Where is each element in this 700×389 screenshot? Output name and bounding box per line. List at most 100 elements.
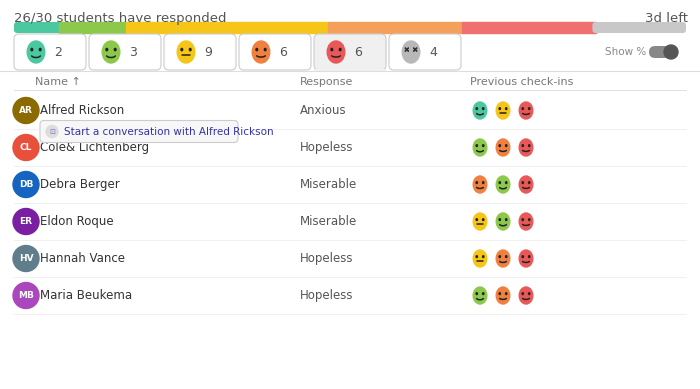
Ellipse shape [496,213,510,230]
Ellipse shape [482,256,484,258]
Text: 4: 4 [429,46,437,58]
Text: AR: AR [19,106,33,115]
Ellipse shape [402,41,420,63]
FancyBboxPatch shape [164,34,236,70]
Ellipse shape [528,108,530,110]
Ellipse shape [496,102,510,119]
Text: Eldon Roque: Eldon Roque [40,215,113,228]
Ellipse shape [499,256,500,258]
Ellipse shape [482,145,484,147]
Text: Hopeless: Hopeless [300,289,354,302]
Text: ⊡: ⊡ [49,128,55,135]
Ellipse shape [476,108,477,110]
Circle shape [13,282,39,308]
Ellipse shape [473,102,486,119]
Ellipse shape [496,139,510,156]
Ellipse shape [519,250,533,267]
Circle shape [664,45,678,59]
Text: 6: 6 [279,46,287,58]
Ellipse shape [482,293,484,294]
Ellipse shape [482,219,484,221]
Text: CL: CL [20,143,32,152]
Ellipse shape [505,293,507,294]
FancyBboxPatch shape [14,34,86,70]
Ellipse shape [102,41,120,63]
Ellipse shape [528,256,530,258]
Ellipse shape [482,182,484,184]
Text: 3: 3 [129,46,137,58]
Text: MB: MB [18,291,34,300]
Text: Hopeless: Hopeless [300,252,354,265]
Text: Name ↑: Name ↑ [35,77,81,87]
Ellipse shape [522,108,524,110]
Ellipse shape [499,293,500,294]
Ellipse shape [499,145,500,147]
FancyBboxPatch shape [314,34,386,70]
Ellipse shape [476,219,477,221]
Circle shape [13,209,39,235]
Ellipse shape [256,49,258,51]
Text: HV: HV [19,254,34,263]
Text: Cole& Lichtenberg: Cole& Lichtenberg [40,141,149,154]
Ellipse shape [528,219,530,221]
Ellipse shape [473,139,486,156]
Text: Hannah Vance: Hannah Vance [40,252,125,265]
Circle shape [13,135,39,161]
Bar [328,22,462,33]
Ellipse shape [252,41,270,63]
Ellipse shape [522,256,524,258]
Ellipse shape [496,250,510,267]
Text: 3d left: 3d left [645,12,688,25]
Text: DB: DB [19,180,33,189]
Text: Debra Berger: Debra Berger [40,178,120,191]
Text: 6: 6 [354,46,362,58]
Text: 9: 9 [204,46,212,58]
Ellipse shape [522,145,524,147]
Text: Miserable: Miserable [300,215,357,228]
Bar [462,22,596,33]
Text: Previous check-ins: Previous check-ins [470,77,573,87]
Ellipse shape [106,49,108,51]
Text: Start a conversation with Alfred Rickson: Start a conversation with Alfred Rickson [64,126,274,137]
Text: Hopeless: Hopeless [300,141,354,154]
Ellipse shape [519,287,533,304]
FancyBboxPatch shape [389,34,461,70]
Circle shape [13,172,39,198]
Circle shape [13,98,39,123]
Ellipse shape [177,41,195,63]
Ellipse shape [499,182,500,184]
Ellipse shape [505,219,507,221]
Text: Show %: Show % [605,47,646,57]
Ellipse shape [473,213,486,230]
Text: 2: 2 [54,46,62,58]
Ellipse shape [181,49,183,51]
Ellipse shape [31,49,33,51]
FancyBboxPatch shape [592,22,686,33]
Ellipse shape [499,108,500,110]
Text: Response: Response [300,77,354,87]
Bar [59,22,126,33]
Ellipse shape [528,182,530,184]
Ellipse shape [519,139,533,156]
Ellipse shape [331,49,332,51]
Circle shape [13,245,39,272]
Text: Alfred Rickson: Alfred Rickson [40,104,125,117]
Ellipse shape [114,49,116,51]
Ellipse shape [496,287,510,304]
Ellipse shape [39,49,41,51]
Ellipse shape [505,182,507,184]
Ellipse shape [496,176,510,193]
Bar [126,22,328,33]
Ellipse shape [519,213,533,230]
Text: Anxious: Anxious [300,104,346,117]
Ellipse shape [476,182,477,184]
FancyBboxPatch shape [40,121,238,142]
Ellipse shape [528,293,530,294]
Ellipse shape [27,41,45,63]
Ellipse shape [505,145,507,147]
FancyBboxPatch shape [649,46,677,58]
Ellipse shape [499,219,500,221]
FancyBboxPatch shape [239,34,311,70]
Ellipse shape [189,49,191,51]
Ellipse shape [473,176,486,193]
